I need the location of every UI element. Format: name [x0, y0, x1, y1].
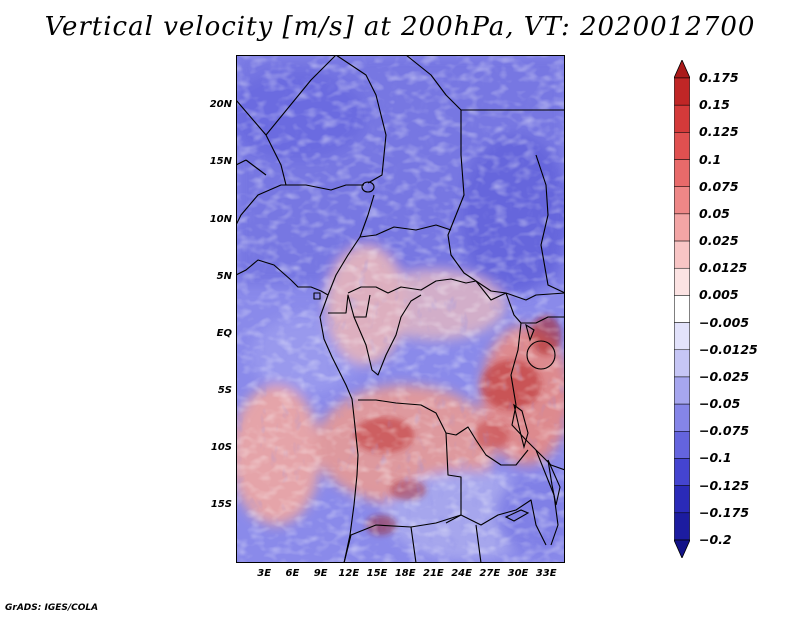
lon-label: 15E — [366, 568, 388, 579]
colorbar-label: 0.125 — [699, 124, 739, 140]
country-borders — [236, 55, 565, 563]
colorbar-bin — [674, 104, 690, 133]
lakes — [361, 181, 561, 522]
border-namibia — [343, 514, 462, 563]
colorbar-label: −0.175 — [699, 504, 750, 520]
border-libya — [265, 55, 337, 136]
lon-label: 9E — [313, 568, 328, 579]
border-zambia-south — [460, 499, 547, 546]
border-chad-car — [359, 224, 452, 238]
colorbar-bin — [674, 322, 690, 351]
lon-label: 21E — [423, 568, 444, 579]
colorbar-bin — [674, 213, 690, 242]
colorbar-bin — [674, 485, 690, 514]
colorbar-label: −0.2 — [699, 532, 732, 547]
colorbar-bin — [674, 512, 690, 541]
lake-tanganyika — [513, 403, 529, 450]
colorbar-bin — [674, 403, 690, 432]
colorbar-bin — [674, 295, 690, 323]
border-west — [236, 99, 287, 186]
colorbar-label: 0.025 — [699, 233, 739, 249]
colorbar-bin — [674, 376, 690, 405]
border-south-sudan — [475, 280, 565, 301]
border-angola-zambia — [445, 432, 462, 524]
border-gulf-guinea-island — [313, 292, 321, 300]
lon-label: 27E — [479, 568, 501, 579]
lake-kariba — [504, 509, 530, 522]
lake-malawi — [547, 459, 561, 506]
lon-label: 30E — [507, 568, 529, 579]
colorbar-label: 0.05 — [699, 205, 730, 221]
colorbar-bin — [674, 240, 690, 269]
lon-label: 33E — [535, 568, 557, 579]
colorbar-bin — [674, 159, 690, 187]
border-cameroon-gabon — [328, 294, 371, 318]
border-nigeria — [236, 159, 364, 226]
colorbar-bin — [674, 267, 690, 296]
colorbar-label: −0.05 — [699, 396, 741, 412]
border-niger-chad — [335, 55, 387, 184]
colorbar-label: −0.0125 — [699, 341, 758, 357]
coastline-west — [236, 259, 359, 563]
colorbar-label: 0.0125 — [699, 260, 748, 276]
colorbar-label: 0.005 — [699, 287, 739, 303]
border-uganda — [505, 292, 565, 324]
map-frame — [236, 55, 565, 563]
border-nigeria-cameroon — [327, 194, 375, 296]
lake-victoria — [526, 340, 556, 370]
lat-label: 15S — [210, 498, 232, 510]
colorbar-label: −0.005 — [699, 314, 750, 330]
lat-label: 5S — [217, 384, 232, 396]
lon-label: 12E — [338, 568, 360, 579]
colorbar-label: 0.15 — [699, 97, 730, 113]
vertical-velocity-map — [236, 55, 565, 563]
colorbar-bin — [674, 349, 690, 378]
lon-label: 3E — [257, 568, 272, 579]
border-botswana — [410, 524, 482, 563]
field-noise-blue — [236, 55, 565, 563]
lake-chad — [361, 181, 375, 193]
colorbar — [674, 60, 690, 558]
border-ethiopia — [535, 154, 565, 294]
lat-label: 10N — [209, 213, 232, 225]
colorbar-top-arrow — [674, 60, 690, 79]
colorbar-label: −0.125 — [699, 477, 750, 493]
colorbar-bottom-arrow — [674, 539, 690, 558]
lat-label: 20N — [209, 99, 232, 111]
lat-label: 10S — [210, 441, 232, 453]
colorbar-bin — [674, 77, 690, 106]
border-drc-angola — [358, 399, 529, 466]
colorbar-label: 0.175 — [699, 70, 739, 85]
colorbar-bin — [674, 431, 690, 459]
colorbar-label: 0.075 — [699, 178, 739, 194]
colorbar-label: −0.075 — [699, 423, 750, 439]
border-sudan-chad — [447, 214, 507, 294]
colorbar-label: 0.1 — [699, 151, 722, 167]
colorbar-bin — [674, 458, 690, 486]
colorbar-label: −0.1 — [699, 450, 732, 466]
grads-credit: GrADS: IGES/COLA — [5, 603, 99, 613]
lat-label: 5N — [216, 270, 232, 282]
colorbar-bin — [674, 186, 690, 215]
colorbar-label: −0.025 — [699, 368, 750, 384]
lon-label: 18E — [394, 568, 416, 579]
colorbar-bin — [674, 132, 690, 160]
border-car-drc — [347, 278, 477, 294]
border-congo — [353, 294, 422, 376]
border-tanzania — [535, 449, 565, 471]
lat-label: EQ — [216, 327, 232, 339]
lake-albert — [525, 323, 535, 342]
lon-label: 6E — [285, 568, 300, 579]
lon-label: 24E — [451, 568, 472, 579]
map-title: Vertical velocity [m/s] at 200hPa, VT: 2… — [44, 12, 756, 42]
lat-label: 15N — [209, 156, 232, 168]
